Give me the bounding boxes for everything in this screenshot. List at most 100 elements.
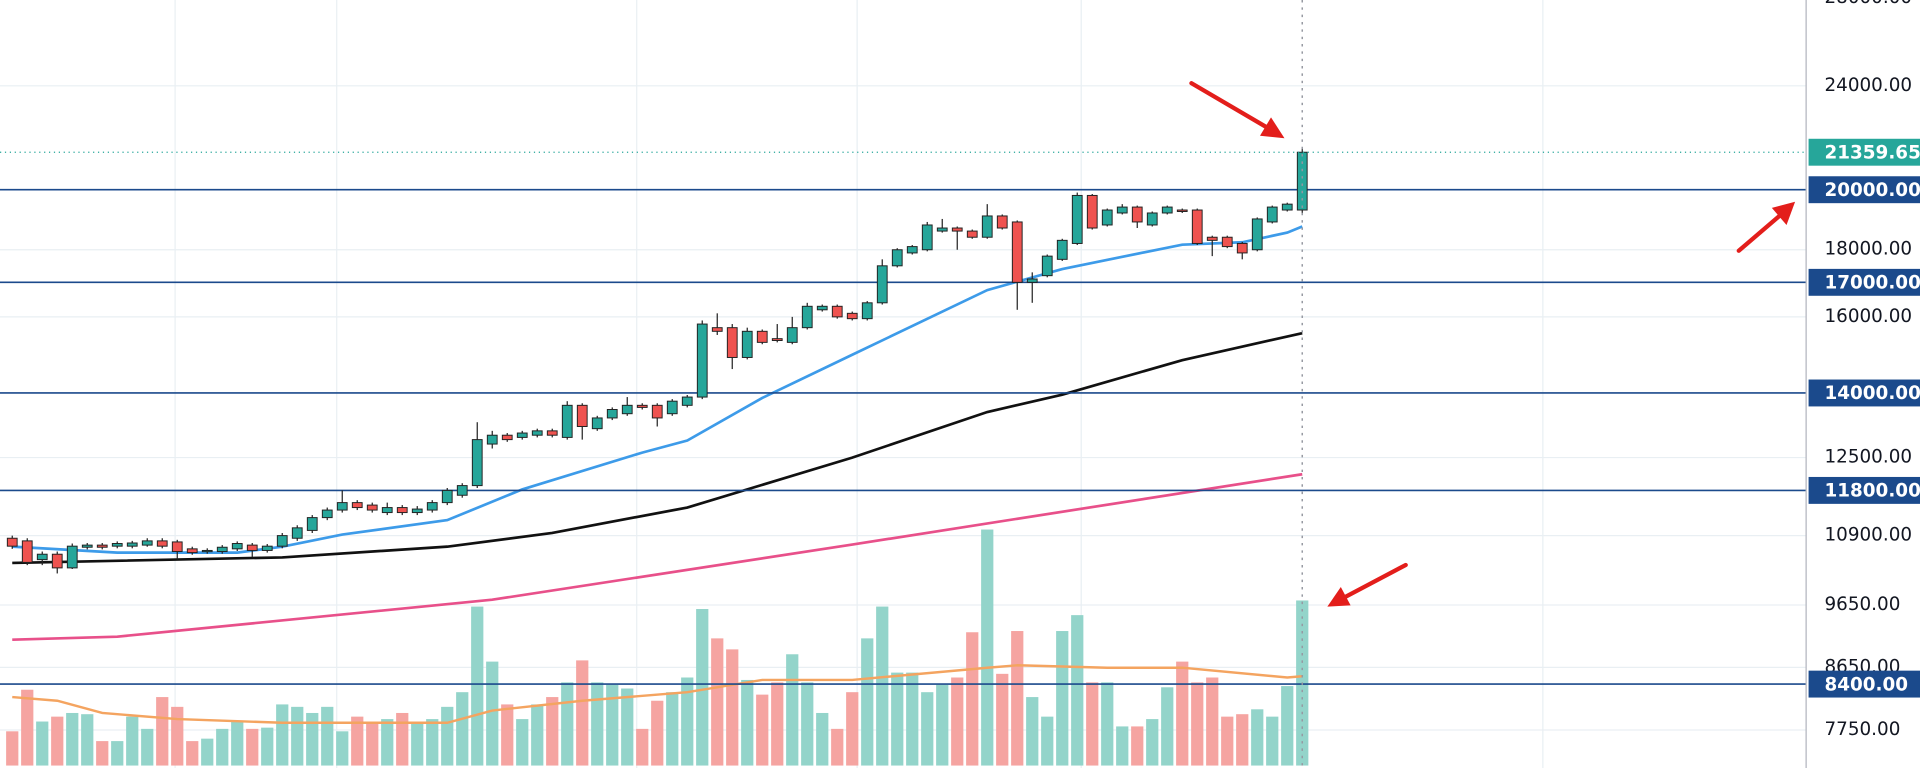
candle-body bbox=[681, 396, 693, 406]
volume-bar bbox=[426, 719, 439, 766]
arrow-head bbox=[1771, 201, 1796, 226]
volume-bar bbox=[1266, 716, 1279, 766]
candle-body bbox=[786, 327, 798, 343]
volume-bar bbox=[1206, 677, 1219, 766]
volume-bar bbox=[921, 692, 934, 766]
candle-body bbox=[6, 537, 18, 547]
candle-body bbox=[741, 330, 753, 358]
candle-body bbox=[306, 517, 318, 531]
candle-body bbox=[951, 227, 963, 232]
volume-bar bbox=[636, 728, 649, 766]
candle-body bbox=[1056, 239, 1068, 260]
candle-body bbox=[846, 312, 858, 320]
candle-body bbox=[771, 338, 783, 342]
volume-bar bbox=[471, 606, 484, 766]
y-tick-label: 28000.00 bbox=[1824, 0, 1912, 8]
candle-body bbox=[1281, 203, 1293, 211]
volume-bar bbox=[1116, 726, 1129, 766]
volume-bar bbox=[1056, 631, 1069, 766]
volume-bar bbox=[816, 712, 829, 766]
volume-bar bbox=[66, 712, 79, 766]
volume-bar bbox=[1281, 686, 1294, 766]
candle-body bbox=[591, 417, 603, 430]
volume-bar bbox=[666, 692, 679, 766]
candle-body bbox=[411, 508, 423, 514]
volume-bar bbox=[396, 712, 409, 766]
volume-bar bbox=[1221, 716, 1234, 766]
y-tick-label: 18000.00 bbox=[1824, 239, 1912, 260]
candle-body bbox=[276, 535, 288, 547]
volume-bar bbox=[576, 660, 589, 766]
arrow bbox=[1189, 81, 1271, 131]
level-label-box bbox=[1808, 476, 1920, 504]
volume-bar bbox=[21, 689, 34, 766]
y-tick-label: 7750.00 bbox=[1824, 719, 1900, 740]
candle-body bbox=[1026, 278, 1038, 283]
volume-bar bbox=[1251, 709, 1264, 766]
candle-body bbox=[81, 544, 93, 548]
arrow bbox=[1736, 211, 1784, 253]
candle-body bbox=[231, 543, 243, 550]
moving-average bbox=[12, 472, 1303, 642]
volume-bar bbox=[126, 716, 139, 766]
candle-body bbox=[1206, 236, 1218, 241]
level-label-box bbox=[1808, 268, 1920, 296]
candle-body bbox=[321, 509, 333, 519]
volume-bar bbox=[261, 727, 274, 766]
volume-bar bbox=[306, 712, 319, 766]
volume-bar bbox=[1101, 682, 1114, 766]
candle-body bbox=[456, 485, 468, 496]
candle-body bbox=[621, 404, 633, 415]
candle-body bbox=[1146, 212, 1158, 226]
candle-body bbox=[651, 404, 663, 419]
volume-bar bbox=[351, 716, 364, 766]
volume-bar bbox=[201, 738, 214, 766]
candle-body bbox=[1041, 255, 1053, 277]
candle-body bbox=[1221, 236, 1233, 248]
volume-bar bbox=[651, 700, 664, 766]
volume-bar bbox=[231, 721, 244, 766]
candle-body bbox=[366, 504, 378, 511]
volume-bar bbox=[36, 721, 49, 766]
level-label: 17000.00 bbox=[1824, 273, 1920, 294]
last-price-box bbox=[1808, 138, 1920, 166]
volume-bar bbox=[1176, 661, 1189, 766]
candle-body bbox=[381, 507, 393, 514]
volume-bar bbox=[381, 719, 394, 766]
candle-body bbox=[1086, 194, 1098, 229]
volume-bar bbox=[936, 684, 949, 766]
candle-body bbox=[96, 544, 108, 548]
candle-body bbox=[186, 548, 198, 554]
volume-bar bbox=[411, 721, 424, 766]
candle-body bbox=[396, 507, 408, 514]
candle-body bbox=[636, 404, 648, 408]
candle-body bbox=[1071, 194, 1083, 244]
candle-body bbox=[1236, 242, 1248, 254]
volume-bar bbox=[786, 654, 799, 766]
candle-body bbox=[891, 249, 903, 267]
level-label: 8400.00 bbox=[1824, 674, 1908, 695]
volume-bar bbox=[711, 638, 724, 766]
candle-body bbox=[861, 302, 873, 320]
price-axis: 28000.00 24000.00 18000.00 16000.00 12500.00… bbox=[1808, 0, 1920, 740]
y-tick-label: 12500.00 bbox=[1824, 447, 1912, 468]
candle-body bbox=[501, 434, 513, 441]
volume-bar bbox=[1161, 687, 1174, 766]
volume-bar bbox=[591, 682, 604, 766]
candle-body bbox=[201, 549, 213, 553]
arrow-head bbox=[1327, 587, 1351, 607]
candle-body bbox=[141, 540, 153, 546]
candle-body bbox=[1131, 206, 1143, 223]
volume-bar bbox=[441, 706, 454, 766]
volume-bar bbox=[456, 692, 469, 766]
candle-body bbox=[426, 502, 438, 511]
volume-bar bbox=[171, 706, 184, 766]
volume-bar bbox=[951, 677, 964, 766]
volume-bar bbox=[1011, 631, 1024, 766]
volume-bar bbox=[771, 682, 784, 766]
candle-body bbox=[576, 404, 588, 428]
volume-bar bbox=[801, 682, 814, 766]
moving-average bbox=[12, 225, 1303, 554]
